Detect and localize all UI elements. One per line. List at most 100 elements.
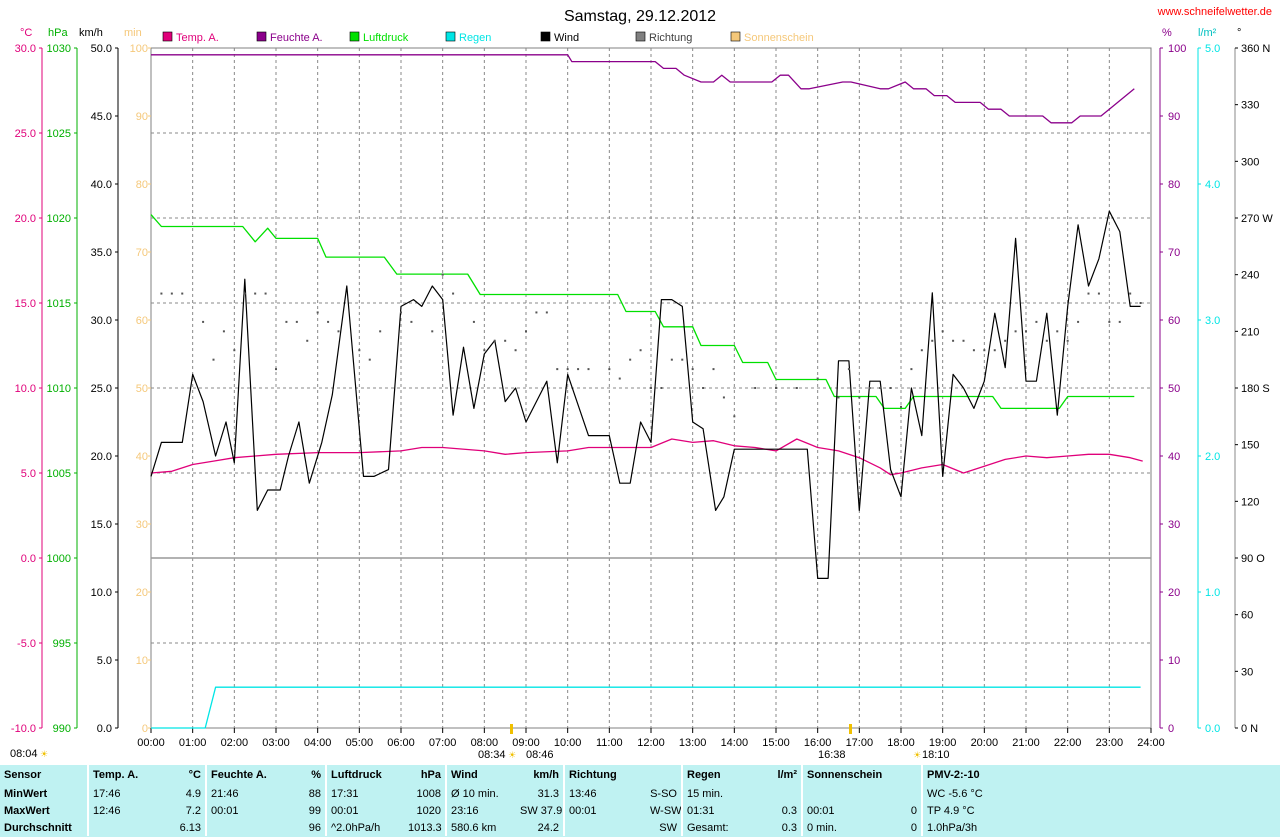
- sunset-alt-label: 18:10: [922, 749, 950, 761]
- summary-header-unit: l/m²: [777, 769, 797, 781]
- pressure-tick-label: 1020: [47, 213, 71, 225]
- pressure-tick-label: 1005: [47, 468, 71, 480]
- direction-point: [1045, 339, 1048, 342]
- direction-point: [858, 396, 861, 399]
- direction-point: [1035, 320, 1038, 323]
- sun-tick-label: 100: [130, 43, 148, 55]
- legend-label-4: Wind: [554, 32, 579, 44]
- humidity-unit-label: %: [1162, 27, 1172, 39]
- unit-labels: °C hPa km/h min % l/m² °: [20, 27, 1241, 39]
- temp-tick-label: 5.0: [21, 468, 36, 480]
- summary-cell-value: 88: [308, 787, 321, 800]
- rain-tick-label: 3.0: [1205, 315, 1220, 327]
- summary-cell-value: 0.3: [781, 804, 797, 817]
- direction-point: [233, 349, 236, 352]
- direction-point: [535, 311, 538, 314]
- pressure-tick-label: 1010: [47, 383, 71, 395]
- series-line-humidity: [151, 54, 1135, 124]
- legend-label-3: Regen: [459, 32, 491, 44]
- direction-point: [1056, 330, 1059, 333]
- direction-point: [316, 311, 319, 314]
- direction-point: [962, 339, 965, 342]
- summary-cell: TP 4.9 °C: [921, 802, 1280, 819]
- time-tick-label: 01:00: [179, 737, 207, 749]
- temp-tick-label: 10.0: [15, 383, 36, 395]
- direction-point: [660, 387, 663, 389]
- direction-point: [952, 339, 955, 342]
- direction-tick-label: 240: [1241, 270, 1259, 282]
- summary-cell: 00:01: [205, 802, 280, 819]
- direction-point: [243, 292, 246, 295]
- time-tick-label: 17:00: [846, 737, 874, 749]
- direction-point: [587, 368, 590, 371]
- summary-cell-value: 99: [308, 804, 321, 817]
- direction-point: [910, 368, 913, 371]
- direction-point: [410, 320, 413, 323]
- humidity-tick-label: 30: [1168, 519, 1180, 531]
- summary-header-row: Sensor Temp. A. °C Feuchte A.% Luftdruck hPa W…: [0, 765, 1280, 785]
- sunset-marker-tick: [849, 724, 852, 734]
- direction-tick-label: 90 O: [1241, 553, 1265, 565]
- right-axes: 10090807060504030201005.04.03.02.01.00.0…: [1159, 43, 1273, 735]
- summary-cell-value: 0: [910, 804, 917, 817]
- summary-cell-value: W-SW: [650, 804, 682, 817]
- direction-point: [577, 368, 580, 371]
- legend-label-5: Richtung: [649, 32, 692, 44]
- summary-cell: [563, 819, 646, 836]
- summary-header-cell: PMV-2:-10: [921, 765, 1280, 785]
- direction-point: [264, 292, 267, 295]
- direction-point: [441, 273, 444, 276]
- direction-point: [993, 349, 996, 352]
- direction-point: [1087, 292, 1090, 295]
- humidity-tick-label: 60: [1168, 315, 1180, 327]
- chart-title: Samstag, 29.12.2012: [564, 8, 716, 25]
- direction-point: [379, 330, 382, 333]
- direction-point: [504, 339, 507, 342]
- time-tick-label: 05:00: [346, 737, 374, 749]
- direction-point: [670, 358, 673, 361]
- direction-point: [1025, 330, 1027, 333]
- summary-header-cell: Regen: [681, 765, 752, 785]
- sun-icon-sunrise: ☀: [508, 750, 516, 760]
- direction-point: [608, 368, 611, 371]
- summary-cell-value: 0.3: [781, 821, 797, 834]
- summary-header-unit: %: [311, 769, 321, 781]
- direction-point: [868, 387, 871, 389]
- direction-point: [556, 368, 559, 371]
- direction-point: [1097, 292, 1100, 295]
- direction-point: [295, 320, 298, 323]
- direction-point: [472, 320, 475, 323]
- legend-swatch-3: [445, 31, 456, 42]
- humidity-tick-label: 0: [1168, 723, 1174, 735]
- summary-header-cell: Sonnenschein min: [801, 765, 886, 785]
- direction-point: [566, 368, 569, 371]
- summary-row: MaxWert 12:46 7.2 00:01 99 00:01 1020 23:16 SW 3…: [0, 802, 1280, 819]
- summary-row-label: MaxWert: [4, 804, 50, 817]
- rain-tick-label: 1.0: [1205, 587, 1220, 599]
- direction-point: [285, 320, 288, 323]
- direction-point: [306, 339, 309, 342]
- summary-cell-value: 31.3: [537, 787, 559, 800]
- wind-unit-label: km/h: [79, 27, 103, 39]
- humidity-tick-label: 90: [1168, 111, 1180, 123]
- direction-point: [368, 358, 371, 361]
- summary-cell: 12:46: [87, 802, 158, 819]
- time-axis: 00:00 01:00 02:00 03:00 04:00 05:00 06:00 07:00…: [10, 728, 1165, 760]
- direction-unit-label: °: [1237, 27, 1241, 39]
- summary-cell: [205, 819, 280, 836]
- wind-tick-label: 20.0: [91, 451, 112, 463]
- time-tick-label: 09:00: [512, 737, 540, 749]
- direction-point: [483, 349, 486, 352]
- summary-cell: [87, 819, 158, 836]
- pressure-tick-label: 1000: [47, 553, 71, 565]
- series-line-pressure: [150, 214, 1135, 410]
- summary-cell-value: 1008: [416, 787, 441, 800]
- rain-tick-label: 4.0: [1205, 179, 1220, 191]
- summary-cell: 23:16: [445, 802, 516, 819]
- direction-point: [733, 415, 736, 418]
- legend: Temp. A. Feuchte A. Luftdruck Regen Wind Rich…: [162, 31, 814, 44]
- wind-tick-label: 45.0: [91, 111, 112, 123]
- series: [150, 54, 1143, 729]
- sun-tick-label: 60: [136, 315, 148, 327]
- direction-point: [900, 405, 902, 408]
